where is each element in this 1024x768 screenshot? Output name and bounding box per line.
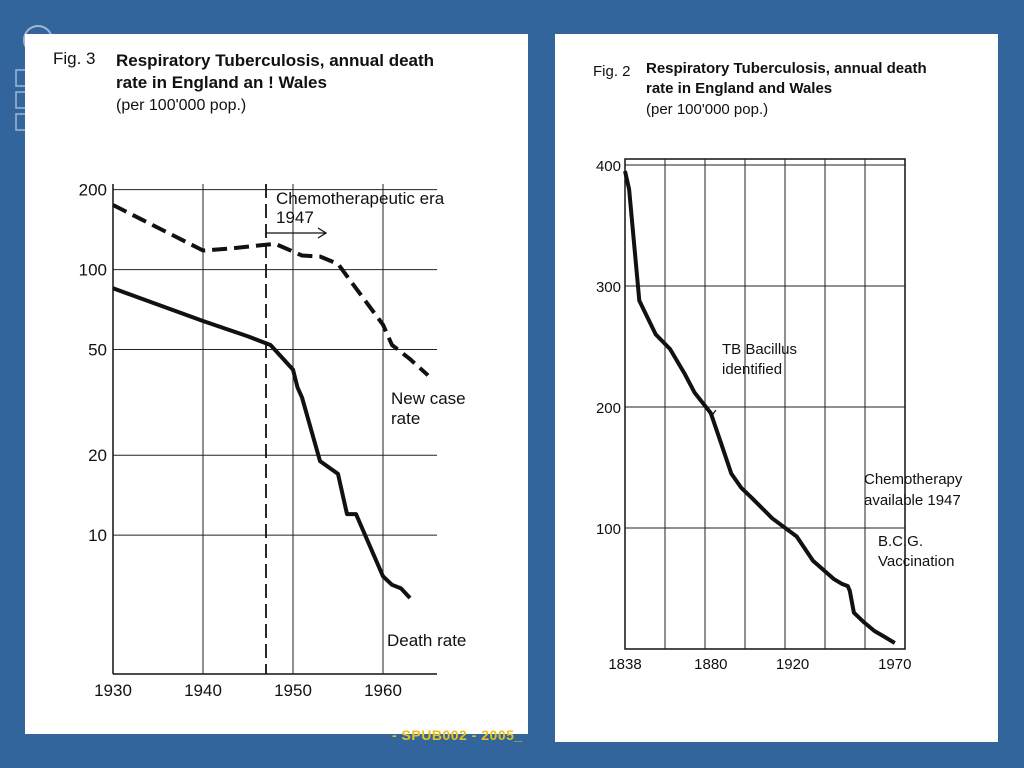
fig3-y-tick-label: 10 xyxy=(88,526,107,545)
fig3-chart: Fig. 3 Respiratory Tuberculosis, annual … xyxy=(53,49,466,700)
fig3-title-line1: Respiratory Tuberculosis, annual death xyxy=(116,51,434,70)
fig2-x-tick-label: 1880 xyxy=(694,656,727,673)
fig3-title-line2: rate in England an ! Wales xyxy=(116,73,327,92)
fig2-series-death-rate xyxy=(623,170,896,645)
fig2-subtitle: (per 100'000 pop.) xyxy=(646,101,768,118)
fig2-annotation-tb-line2: identified xyxy=(722,361,782,378)
fig2-y-tick-label: 100 xyxy=(596,521,621,538)
fig3-tick-labels: 200 100 50 20 10 1930 1940 1950 1960 xyxy=(79,181,402,700)
fig2-y-tick-label: 400 xyxy=(596,158,621,175)
fig3-series-lines xyxy=(112,203,430,600)
fig2-title-line1: Respiratory Tuberculosis, annual death xyxy=(646,60,927,77)
fig3-x-tick-label: 1960 xyxy=(364,681,402,700)
fig3-y-tick-label: 20 xyxy=(88,446,107,465)
fig2-annotation-chemo-line1: Chemotherapy xyxy=(864,471,963,488)
fig3-era-arrowhead xyxy=(317,227,328,239)
fig3-x-tick-label: 1940 xyxy=(184,681,222,700)
fig2-panel: Fig. 2 Respiratory Tuberculosis, annual … xyxy=(555,34,998,742)
fig3-legend-new-case-line1: New case xyxy=(391,389,466,408)
fig2-annotation-bcg-line2: Vaccination xyxy=(878,553,954,570)
fig2-y-tick-label: 300 xyxy=(596,279,621,296)
footer-text: - SPUB002 - 2005_ xyxy=(392,727,523,743)
fig2-x-tick-label: 1970 xyxy=(878,656,911,673)
fig2-annotation-bcg-line1: B.C.G. xyxy=(878,533,923,550)
fig3-y-tick-label: 100 xyxy=(79,261,107,280)
fig3-series-death-rate xyxy=(112,286,412,600)
fig3-x-tick-label: 1950 xyxy=(274,681,312,700)
fig2-tick-labels: 400 300 200 100 1838 1880 1920 1970 xyxy=(596,158,911,673)
fig3-annotation-year: 1947 xyxy=(276,208,314,227)
fig2-chart: Fig. 2 Respiratory Tuberculosis, annual … xyxy=(593,60,963,673)
fig3-series-new-case-rate xyxy=(112,203,430,377)
fig2-annotation-chemo-line2: available 1947 xyxy=(864,492,961,509)
fig3-legend-death-rate: Death rate xyxy=(387,631,466,650)
fig3-y-tick-label: 50 xyxy=(88,341,107,360)
fig3-y-tick-label: 200 xyxy=(79,181,107,200)
fig2-plot-frame xyxy=(624,158,906,650)
fig2-series-lines xyxy=(623,170,896,645)
fig3-label: Fig. 3 xyxy=(53,49,96,68)
fig2-x-tick-label: 1838 xyxy=(608,656,641,673)
fig2-y-tick-label: 200 xyxy=(596,400,621,417)
fig2-x-tick-label: 1920 xyxy=(776,656,809,673)
fig3-x-tick-label: 1930 xyxy=(94,681,132,700)
fig2-title-line2: rate in England and Wales xyxy=(646,80,832,97)
fig2-annotation-tb-line1: TB Bacillus xyxy=(722,341,797,358)
fig3-legend-new-case-line2: rate xyxy=(391,409,420,428)
fig2-grid xyxy=(624,158,906,650)
fig3-annotation-era: Chemotherapeutic era xyxy=(276,189,445,208)
fig2-label: Fig. 2 xyxy=(593,63,631,80)
fig3-subtitle: (per 100'000 pop.) xyxy=(116,97,246,114)
fig3-grid xyxy=(112,184,437,675)
fig3-panel: Fig. 3 Respiratory Tuberculosis, annual … xyxy=(25,34,528,734)
